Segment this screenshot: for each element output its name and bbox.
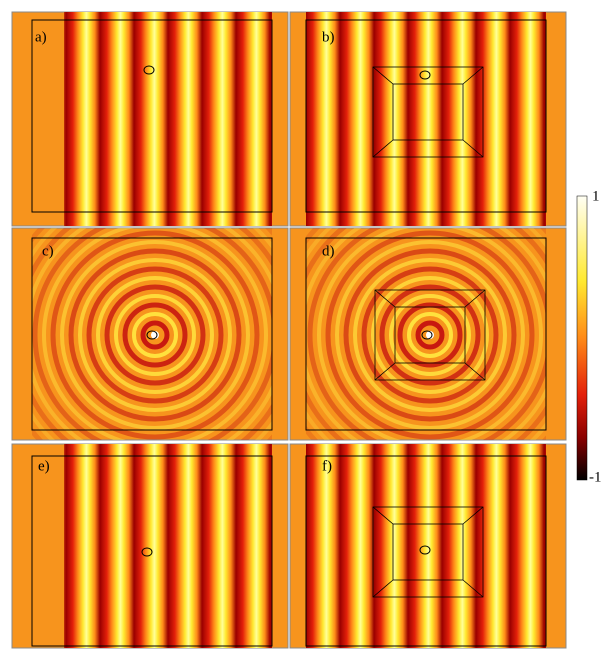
panel-label: c) [42,243,54,259]
field [64,444,304,648]
field [306,12,546,226]
colorbar-max: 1 [592,188,600,204]
panel: b) [290,12,566,226]
panel-label: e) [38,458,50,474]
field [64,12,304,226]
panel-label: b) [322,29,335,45]
panel: a) [12,12,304,226]
wave-field [64,12,304,226]
panel-label: f) [322,458,332,474]
wave-field [306,12,546,226]
panel-label: d) [322,243,335,259]
figure: a) b) c) d) e) f) 1 -1 [0,0,606,650]
source [151,331,159,339]
colorbar [577,196,587,480]
panel: e) [12,444,304,648]
wave-field [64,444,304,648]
panel-label: a) [35,29,47,45]
source [426,331,434,339]
colorbar-min: -1 [589,469,602,485]
panels: a) b) c) d) e) f) [0,12,606,648]
panel: f) [290,444,566,648]
